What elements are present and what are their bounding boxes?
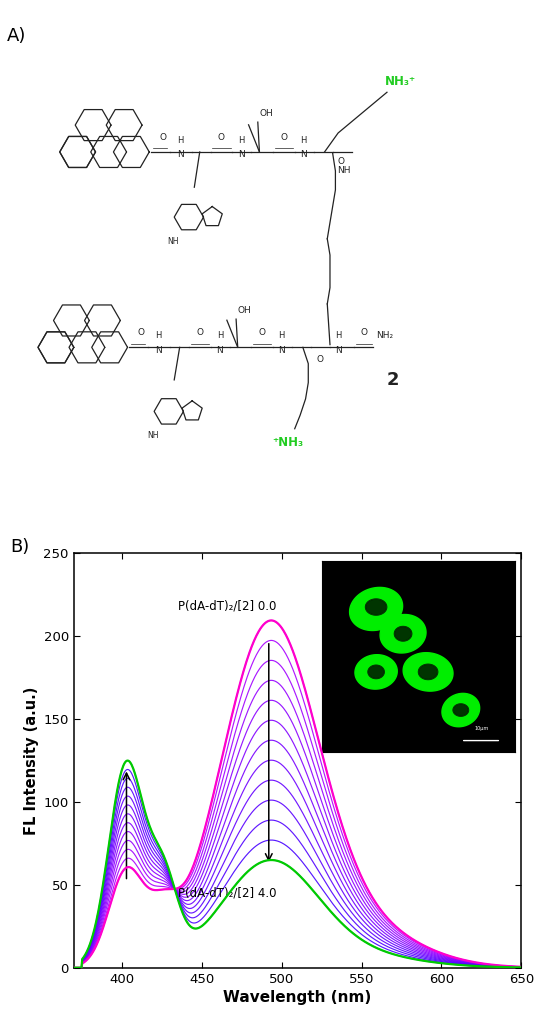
Text: O: O — [196, 328, 203, 337]
Text: NH₂: NH₂ — [376, 331, 393, 340]
Text: N: N — [238, 151, 245, 159]
Text: H: H — [239, 135, 245, 144]
X-axis label: Wavelength (nm): Wavelength (nm) — [223, 990, 372, 1005]
Text: O: O — [259, 328, 266, 337]
Text: O: O — [361, 328, 367, 337]
Text: A): A) — [7, 27, 26, 45]
Text: P(dA-dT)₂/[2] 4.0: P(dA-dT)₂/[2] 4.0 — [177, 887, 276, 899]
Text: P(dA-dT)₂/[2] 0.0: P(dA-dT)₂/[2] 0.0 — [177, 599, 276, 612]
Text: O: O — [280, 133, 287, 141]
Text: O: O — [317, 354, 324, 364]
Text: NH₃⁺: NH₃⁺ — [385, 75, 416, 88]
Text: N: N — [278, 345, 285, 354]
Text: O: O — [159, 133, 167, 141]
Text: O: O — [138, 328, 145, 337]
Text: N: N — [300, 151, 307, 159]
Text: O: O — [337, 158, 345, 166]
Text: H: H — [155, 331, 162, 340]
Y-axis label: FL Intensity (a.u.): FL Intensity (a.u.) — [25, 686, 39, 835]
Text: H: H — [278, 331, 285, 340]
Text: H: H — [177, 135, 183, 144]
Text: N: N — [155, 345, 162, 354]
Text: NH: NH — [147, 431, 158, 439]
Text: NH: NH — [337, 167, 351, 175]
Text: H: H — [335, 331, 341, 340]
Text: H: H — [217, 331, 223, 340]
Text: N: N — [177, 151, 183, 159]
Text: N: N — [335, 345, 341, 354]
Text: N: N — [216, 345, 223, 354]
Text: H: H — [300, 135, 307, 144]
Text: O: O — [218, 133, 225, 141]
Text: NH: NH — [167, 237, 179, 246]
Text: OH: OH — [259, 110, 274, 119]
Text: 2: 2 — [386, 371, 399, 389]
Text: B): B) — [10, 538, 29, 556]
Text: ⁺NH₃: ⁺NH₃ — [272, 436, 304, 449]
Text: OH: OH — [238, 306, 252, 315]
